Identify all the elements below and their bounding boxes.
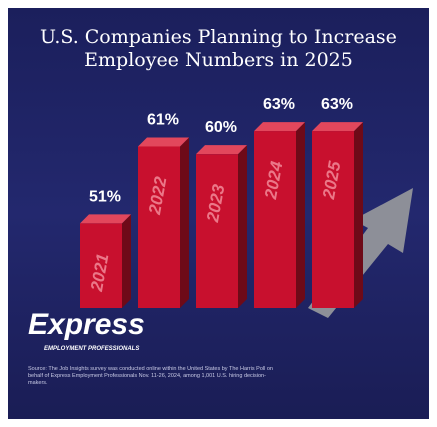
logo: Express	[28, 308, 145, 341]
bar-top	[312, 122, 363, 132]
logo-tagline: EMPLOYMENT PROFESSIONALS	[44, 346, 140, 352]
value-label: 63%	[321, 96, 353, 113]
value-label: 61%	[147, 111, 179, 128]
bar	[196, 154, 238, 308]
bar	[254, 131, 296, 308]
chart-title: U.S. Companies Planning to Increase Empl…	[40, 26, 397, 71]
bar-side	[180, 137, 189, 308]
bar-side	[238, 145, 247, 308]
bar-top	[138, 137, 189, 147]
bar-side	[296, 122, 305, 308]
bar-top	[196, 145, 247, 155]
source-note: Source: The Job Insights survey was cond…	[28, 366, 273, 386]
bar	[312, 131, 354, 308]
value-label: 63%	[263, 96, 295, 113]
bar-side	[354, 122, 363, 308]
value-label: 51%	[89, 188, 121, 205]
bar	[138, 146, 180, 308]
bar-top	[254, 122, 305, 132]
value-label: 60%	[205, 119, 237, 136]
infographic: 2021 51% 2022 61% 2023 60% 2024 63% 2025 63% U.S.…	[8, 8, 429, 419]
bar-top	[80, 214, 131, 224]
bar-side	[122, 214, 131, 308]
bar	[80, 223, 122, 308]
